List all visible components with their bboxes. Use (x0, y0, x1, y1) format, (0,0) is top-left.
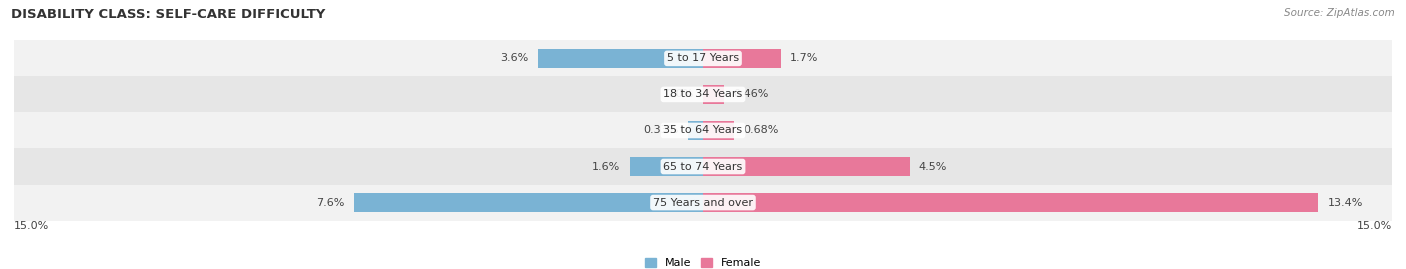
Text: 4.5%: 4.5% (920, 161, 948, 172)
Text: Source: ZipAtlas.com: Source: ZipAtlas.com (1284, 8, 1395, 18)
Text: 5 to 17 Years: 5 to 17 Years (666, 53, 740, 63)
Text: 15.0%: 15.0% (1357, 221, 1392, 231)
Text: 65 to 74 Years: 65 to 74 Years (664, 161, 742, 172)
Text: 13.4%: 13.4% (1327, 197, 1362, 208)
Bar (537, 49, 703, 68)
Bar (354, 193, 703, 212)
Text: 35 to 64 Years: 35 to 64 Years (664, 125, 742, 136)
Bar (703, 157, 910, 176)
Text: 75 Years and over: 75 Years and over (652, 197, 754, 208)
Bar (14, 40, 1392, 76)
Bar (703, 85, 724, 104)
Bar (630, 157, 703, 176)
Bar (14, 185, 1392, 221)
Text: 0.46%: 0.46% (734, 89, 769, 100)
Text: 0.68%: 0.68% (744, 125, 779, 136)
Legend: Male, Female: Male, Female (641, 253, 765, 269)
Text: 18 to 34 Years: 18 to 34 Years (664, 89, 742, 100)
Bar (688, 121, 703, 140)
Text: 3.6%: 3.6% (501, 53, 529, 63)
Text: 0.0%: 0.0% (665, 89, 693, 100)
Text: 0.33%: 0.33% (644, 125, 679, 136)
Text: 15.0%: 15.0% (14, 221, 49, 231)
Bar (703, 121, 734, 140)
Text: DISABILITY CLASS: SELF-CARE DIFFICULTY: DISABILITY CLASS: SELF-CARE DIFFICULTY (11, 8, 326, 21)
Text: 1.6%: 1.6% (592, 161, 620, 172)
Bar (14, 76, 1392, 112)
Bar (14, 148, 1392, 185)
Text: 7.6%: 7.6% (316, 197, 344, 208)
Bar (14, 112, 1392, 148)
Bar (703, 193, 1319, 212)
Text: 1.7%: 1.7% (790, 53, 818, 63)
Bar (703, 49, 782, 68)
